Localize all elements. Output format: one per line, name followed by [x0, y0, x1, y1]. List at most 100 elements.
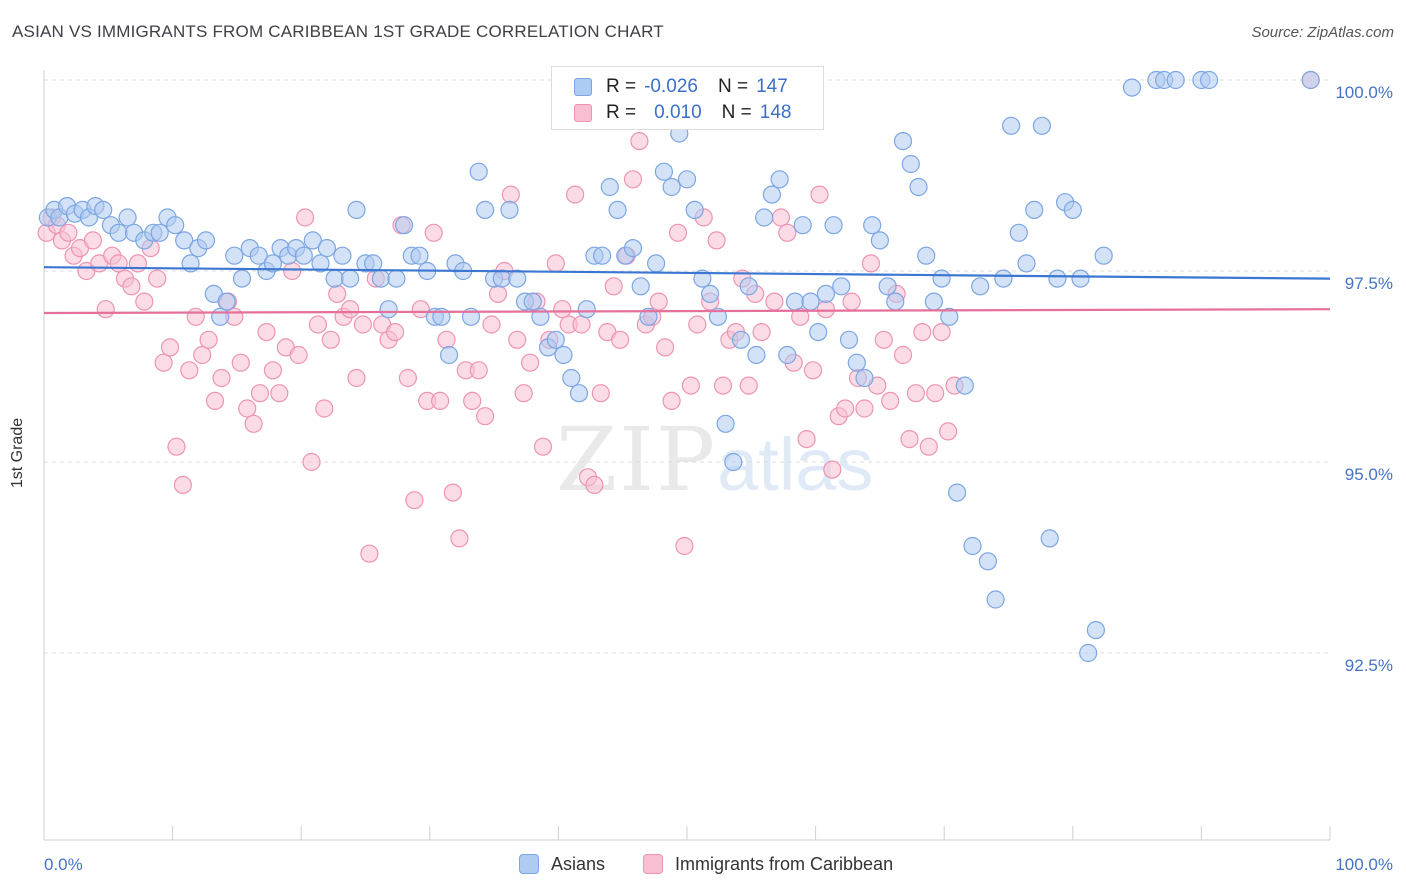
asians-trend-line — [43, 266, 1331, 280]
caribbean-point — [476, 407, 495, 426]
asians-point — [893, 132, 913, 151]
caribbean-point — [109, 254, 128, 273]
asians-point — [600, 177, 619, 197]
asians-point — [847, 353, 866, 372]
caribbean-point — [347, 368, 366, 388]
asians-point — [554, 345, 573, 365]
asians-point — [901, 154, 920, 174]
caribbean-point — [212, 368, 231, 388]
legend-row-asians: R = -0.026 N = 147 — [574, 75, 788, 99]
asians-point — [608, 200, 627, 219]
legend-item-caribbean[interactable]: Immigrants from Caribbean — [643, 852, 893, 876]
asians-point — [492, 269, 511, 288]
caribbean-point — [565, 185, 585, 204]
asians-point — [1301, 70, 1320, 90]
caribbean-point — [341, 300, 360, 319]
caribbean-point — [302, 452, 321, 472]
asians-point — [940, 307, 959, 326]
asians-point — [994, 269, 1013, 288]
caribbean-point — [360, 544, 379, 563]
caribbean-point — [816, 300, 836, 319]
asians-point — [1048, 269, 1067, 288]
y-tick-label: 95.0% — [1345, 465, 1393, 484]
asians-point — [739, 277, 758, 296]
caribbean-point — [128, 254, 147, 273]
caribbean-point — [450, 529, 469, 548]
caribbean-point — [148, 269, 167, 288]
caribbean-point — [321, 330, 340, 349]
caribbean-point — [874, 330, 893, 349]
asians-point — [947, 483, 967, 502]
caribbean-point — [501, 185, 520, 204]
asians-point — [371, 269, 390, 288]
caribbean-point — [938, 422, 958, 441]
caribbean-point — [160, 338, 180, 357]
asians-point — [109, 223, 128, 242]
asians-point — [801, 292, 820, 311]
asians-point — [311, 254, 330, 273]
caribbean-point — [926, 384, 945, 403]
asians-point — [440, 345, 459, 365]
caribbean-point — [193, 345, 212, 365]
asians-point — [1017, 254, 1036, 273]
caribbean-point — [424, 223, 443, 242]
asians-point — [1086, 620, 1106, 640]
asians-point — [1001, 116, 1021, 135]
r-value-caribbean: 0.010 — [654, 102, 702, 123]
caribbean-point — [585, 475, 604, 494]
asians-point — [724, 452, 743, 472]
r-value-asians: -0.026 — [644, 76, 698, 97]
caribbean-point — [238, 399, 257, 418]
asians-point — [508, 269, 527, 288]
caribbean-point — [199, 330, 218, 349]
asians-point — [317, 239, 336, 258]
n-value-asians: 147 — [756, 76, 788, 97]
caribbean-point — [186, 307, 205, 326]
caribbean-point — [167, 437, 186, 456]
tick-labels: 92.5% 95.0% 97.5% 100.0% 0.0% 100.0% — [44, 83, 1393, 874]
caribbean-point — [803, 361, 823, 380]
asians-point — [1122, 78, 1142, 97]
asians-point — [986, 590, 1005, 609]
caribbean-point — [296, 208, 315, 227]
legend-item-asians[interactable]: Asians — [519, 852, 605, 876]
caribbean-point — [180, 361, 199, 380]
asians-point — [708, 307, 728, 326]
caribbean-point — [173, 475, 192, 494]
y-tick-label: 97.5% — [1345, 274, 1393, 293]
r-label: R = — [606, 76, 637, 97]
caribbean-point — [861, 254, 881, 273]
caribbean-point — [308, 315, 327, 334]
asians-point — [677, 170, 697, 189]
caribbean-point — [514, 384, 533, 403]
y-tick-label: 100.0% — [1335, 83, 1393, 102]
caribbean-point — [328, 284, 347, 303]
asians-point — [855, 368, 874, 388]
n-label: N = — [721, 102, 752, 123]
caribbean-point — [205, 391, 225, 410]
asians-point — [654, 162, 674, 181]
asians-point — [347, 200, 366, 219]
asians-point — [755, 208, 774, 227]
correlation-legend: R = -0.026 N = 147 R = 0.010 N = 148 — [551, 66, 824, 130]
asians-point — [395, 216, 414, 235]
caribbean-point — [463, 391, 482, 410]
caribbean-point — [263, 361, 282, 380]
caribbean-point — [154, 353, 173, 372]
asians-point — [731, 330, 751, 349]
caribbean-legend-swatch — [643, 854, 663, 874]
asians-point — [646, 254, 666, 273]
trend-lines — [43, 266, 1331, 315]
caribbean-point — [488, 284, 508, 303]
y-tick-label: 92.5% — [1345, 656, 1393, 675]
caribbean-point — [231, 353, 250, 372]
caribbean-point — [655, 338, 675, 357]
asians-point — [955, 376, 974, 395]
asians-point — [886, 292, 905, 311]
asians-point — [225, 246, 244, 265]
asians-point — [1079, 643, 1098, 663]
caribbean-point — [610, 330, 630, 349]
caribbean-point — [649, 292, 668, 311]
asians-point — [232, 269, 252, 288]
asians-point — [263, 254, 282, 273]
